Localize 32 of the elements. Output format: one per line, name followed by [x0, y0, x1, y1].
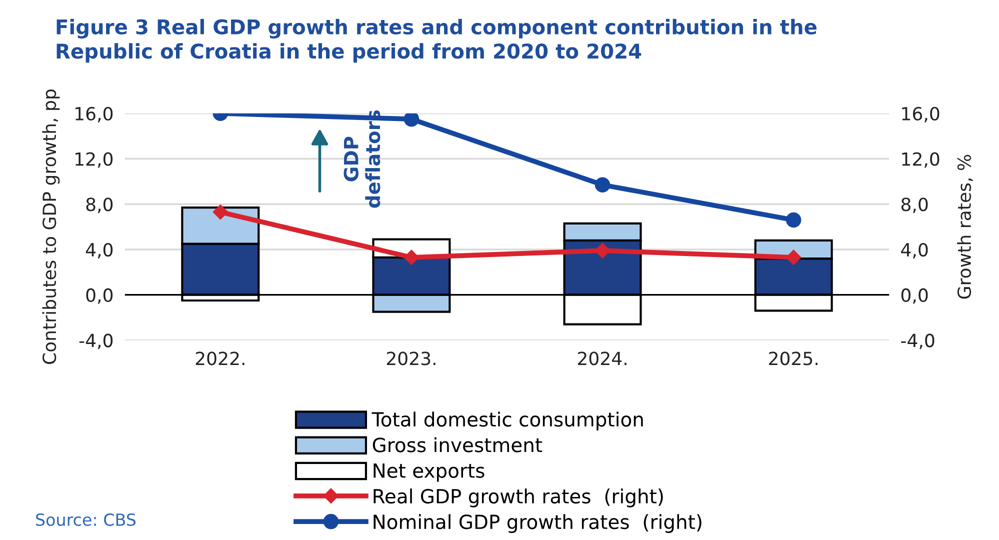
- y2-tick-label: 12,0: [902, 152, 940, 168]
- point: [786, 212, 802, 228]
- source-note: Source: CBS: [36, 513, 136, 526]
- y-tick-label: 4,0: [86, 242, 113, 258]
- y2-tick-label: -4,0: [901, 334, 934, 350]
- x-tick-label: 2022.: [196, 352, 244, 366]
- legend-label: Nominal GDP growth rates (right): [374, 514, 702, 533]
- legend-label: Net exports: [374, 464, 484, 482]
- y-tick-label: 12,0: [76, 152, 113, 168]
- point: [594, 243, 610, 258]
- y-axis-title: Contributes to GDP growth, pp: [42, 90, 60, 364]
- y2-tick-label: 16,0: [902, 106, 940, 122]
- y2-tick-label: 0,0: [901, 288, 928, 304]
- y2-axis-title: Growth rates, %: [957, 154, 973, 299]
- legend-label: Total domestic consumption: [372, 412, 643, 430]
- y2-tick-label: 8,0: [901, 198, 928, 214]
- x-tick-label: 2023.: [386, 352, 436, 366]
- x-tick-label: 2024.: [578, 352, 626, 366]
- point: [404, 250, 420, 265]
- point: [404, 113, 420, 127]
- point: [594, 177, 610, 192]
- point: [212, 204, 228, 220]
- x-tick-label: 2025.: [769, 352, 818, 366]
- y-tick-label: 8,0: [86, 198, 113, 214]
- legend-label: Real GDP growth rates (right): [374, 488, 663, 508]
- y2-tick-label: 4,0: [901, 242, 928, 258]
- y-tick-label: 16,0: [76, 106, 113, 122]
- y-tick-label: 0,0: [86, 288, 113, 304]
- point: [786, 250, 802, 265]
- y-tick-label: -4,0: [79, 334, 113, 350]
- chart-title: Figure 3 Real GDP growth rates and component contribution in the Republic of Croatia in the period from 2020 to 2024: [56, 18, 817, 63]
- legend-label: Gross investment: [372, 437, 542, 452]
